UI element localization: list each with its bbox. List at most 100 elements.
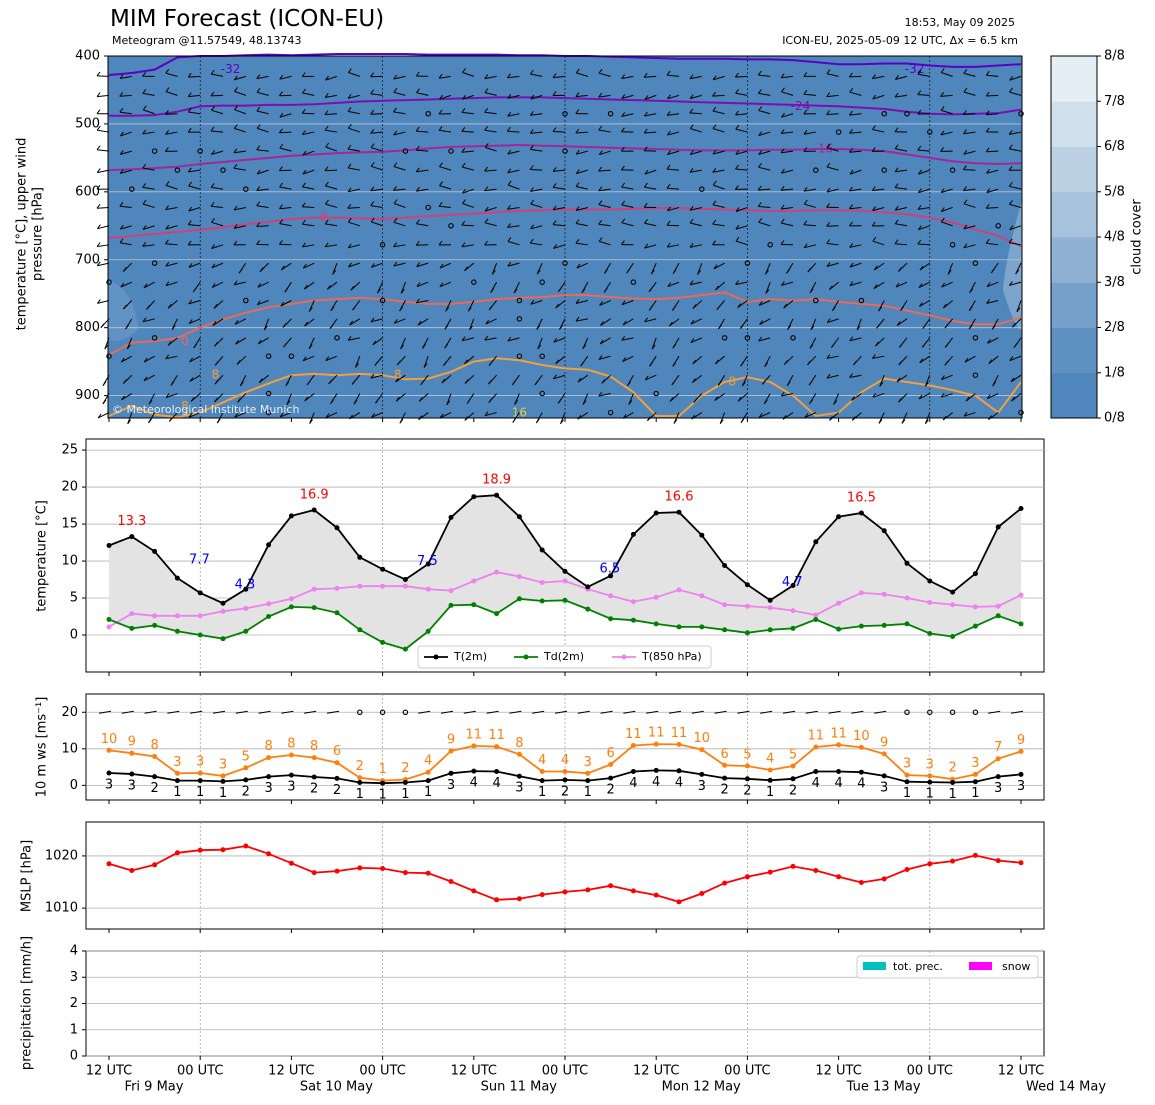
wind-barb [851,393,862,401]
wind-barb-flag [461,127,466,132]
x-tick-label: 00 UTC [177,1064,223,1079]
wind-barb-flag [167,303,172,309]
mslp-point [790,863,796,869]
mean-wind-label: 1 [538,785,546,800]
t850-point [1018,592,1024,598]
wind-barb [120,281,133,288]
mean-wind-point [402,780,408,785]
calm-wind-marker [151,335,158,341]
calm-wind-marker [379,709,386,716]
td2m-point [744,630,750,636]
y-tick-label: 3 [70,970,78,985]
wind-barb [439,281,452,288]
wind-barb-flag [304,321,309,327]
wind-barb-flag [370,186,375,192]
legend-label: Td(2m) [543,650,584,663]
wind-barb-flag [143,376,148,382]
gust-label: 9 [447,733,455,748]
wind-barb-flag [488,305,493,311]
wind-barb [347,337,360,341]
mslp-point [767,869,773,875]
wind-barb [211,150,224,155]
t850-point [288,596,294,602]
wind-barb [964,355,976,363]
tmax-label: 16.5 [847,490,876,505]
wind-barb-flag [849,110,853,116]
wind-barb [233,167,246,171]
wind-barb [963,150,976,155]
wind-barb [257,127,269,133]
mean-wind-label: 3 [515,781,523,796]
wind-barb [735,225,748,230]
wind-barb [142,167,155,171]
wind-barb-flag [507,205,511,210]
wind-barb-flag [324,242,329,248]
td2m-point [220,636,226,642]
y-axis-label: temperature [°C], upper wind [15,138,30,331]
wind-barb-flag [963,69,968,74]
mean-wind-point [790,776,796,782]
colorbar-segment [1051,282,1097,328]
td2m-point [266,614,272,619]
wind-barb [963,113,976,115]
wind-barb-flag [644,375,649,381]
wind-barb-flag [689,168,694,173]
wind-barb [143,281,155,289]
wind-barb-flag [415,186,420,192]
wind-barb [484,412,497,417]
mean-wind-point [1018,771,1024,777]
wind-barb [286,393,292,405]
t2m-point [904,560,910,566]
wind-barb [644,244,657,249]
wind-barb-flag [803,220,808,226]
wind-barb [941,374,953,381]
wind-barb [507,184,520,190]
wind-barb [942,412,953,421]
wind-barb [872,355,885,359]
td2m-point [357,627,363,633]
mean-wind-point [744,776,750,782]
t850-point [813,612,819,618]
wind-barb [325,94,338,98]
wind-barb-flag [648,305,653,311]
wind-barb-flag [302,150,307,156]
wind-barb [1009,148,1022,152]
wind-barb-flag [301,219,306,225]
calm-wind-marker [721,335,728,341]
wind-barb [879,375,885,387]
wind-barb-flag [187,92,192,97]
wind-barb-flag [416,282,421,287]
wind-barb [872,75,885,80]
wind-barb-flag [577,377,582,383]
day-label: Mon 12 May [662,1080,741,1095]
wind-barb [370,374,383,379]
wind-barb [325,75,338,81]
wind-barb-flag [985,70,990,76]
wind-barb [644,169,657,175]
wind-barb-flag [1009,76,1014,81]
wind-barb [393,91,406,96]
mslp-point [608,883,614,889]
wind-barb [96,206,110,209]
gust-point [653,741,659,747]
wind-barb [234,75,246,81]
wind-barb [393,262,406,267]
wind-barb-flag [849,281,854,287]
legend-marker [523,654,529,660]
wind-barb [872,94,885,100]
tmin-label: 4.7 [782,575,803,590]
wind-barb [1009,355,1022,362]
gust-point [516,751,522,757]
t850-point [516,574,522,580]
wind-barb-flag [142,317,147,323]
wind-barb-flag [740,324,744,329]
td2m-point [608,616,614,622]
y-tick-label: 1 [70,1022,78,1037]
wind-barb [918,225,930,231]
wind-barb-flag [826,92,831,97]
t850-point [402,583,408,589]
wind-barb-flag [780,73,785,79]
isotherm-label: 8 [181,399,189,413]
mean-wind-label: 1 [219,786,227,801]
gust-label: 11 [671,726,688,741]
